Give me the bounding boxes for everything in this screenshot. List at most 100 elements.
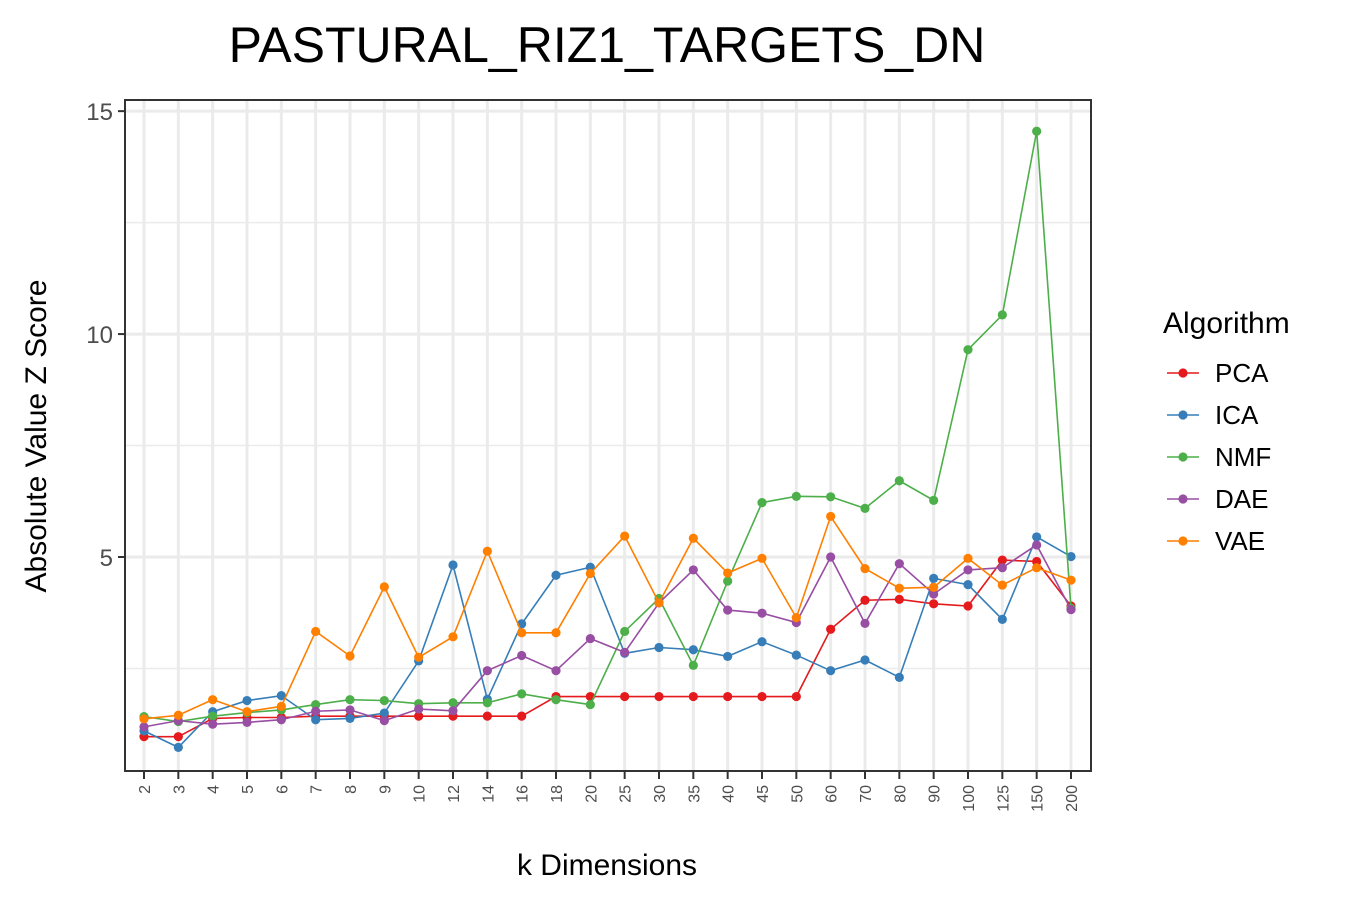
data-point xyxy=(894,559,904,569)
data-point xyxy=(242,717,252,728)
x-axis: 2 3 4 5 6 7 8 9 10 12 14 16 18 20 25 30 35 40 45 50 60 70 80 90… xyxy=(137,771,1081,812)
series-line xyxy=(143,131,1072,723)
data-point xyxy=(894,672,904,682)
data-point xyxy=(379,582,389,592)
data-point xyxy=(620,647,630,658)
data-point xyxy=(414,711,424,721)
data-point xyxy=(1066,605,1076,615)
series-vae xyxy=(139,511,1076,724)
plot-panel xyxy=(124,99,1092,772)
data-point xyxy=(757,637,767,647)
data-point xyxy=(620,531,630,541)
data-point xyxy=(929,589,939,599)
data-point xyxy=(826,666,836,676)
data-point xyxy=(654,642,664,653)
data-point xyxy=(963,345,973,355)
x-tick-label: 7 xyxy=(309,785,326,794)
data-point xyxy=(688,645,698,655)
data-point xyxy=(826,492,836,502)
data-point xyxy=(276,701,286,711)
x-tick-label: 9 xyxy=(377,785,394,794)
legend-key-point xyxy=(1178,452,1188,462)
data-point xyxy=(448,698,458,708)
legend-label: VAE xyxy=(1215,526,1265,556)
series-nmf xyxy=(139,126,1076,727)
data-point xyxy=(517,650,527,661)
x-tick-label: 3 xyxy=(171,785,188,794)
data-point xyxy=(894,476,904,486)
data-point xyxy=(860,563,870,574)
data-point xyxy=(1032,126,1042,136)
data-point xyxy=(585,699,595,710)
legend-item-nmf: NMF xyxy=(1167,442,1271,472)
x-tick-label: 4 xyxy=(206,785,223,794)
x-tick-label: 6 xyxy=(274,785,291,794)
data-point xyxy=(311,626,321,637)
data-point xyxy=(345,705,355,715)
y-tick-label: 5 xyxy=(100,545,113,572)
data-point xyxy=(688,565,698,575)
data-point xyxy=(894,594,904,604)
data-point xyxy=(826,624,836,634)
data-point xyxy=(929,573,939,583)
data-point xyxy=(929,495,939,505)
data-point xyxy=(139,714,149,724)
x-tick-label: 200 xyxy=(1064,785,1081,812)
data-point xyxy=(139,722,149,732)
data-point xyxy=(791,491,801,501)
data-point xyxy=(826,552,836,562)
data-point xyxy=(173,710,183,720)
legend-items: PCA ICA NMF DAE VAE xyxy=(1167,358,1271,556)
x-tick-label: 30 xyxy=(652,785,669,803)
data-point xyxy=(208,711,218,721)
data-point xyxy=(551,695,561,705)
data-point xyxy=(963,553,973,563)
data-point xyxy=(757,691,767,702)
data-point xyxy=(963,580,973,590)
x-tick-label: 150 xyxy=(1030,785,1047,812)
data-point xyxy=(860,595,870,605)
data-point xyxy=(620,691,630,702)
data-point xyxy=(963,565,973,575)
data-point xyxy=(379,708,389,718)
data-point xyxy=(757,608,767,618)
x-tick-label: 25 xyxy=(618,785,635,803)
y-tick-label: 10 xyxy=(86,322,113,349)
legend-key-point xyxy=(1178,368,1188,378)
data-point xyxy=(482,698,492,708)
data-point xyxy=(311,699,321,710)
data-point xyxy=(826,511,836,522)
data-point xyxy=(688,660,698,670)
legend-item-ica: ICA xyxy=(1167,400,1259,430)
data-point xyxy=(654,598,664,608)
data-point xyxy=(242,707,252,717)
legend-item-pca: PCA xyxy=(1167,358,1269,388)
data-point xyxy=(345,651,355,661)
data-point xyxy=(791,691,801,702)
x-tick-label: 45 xyxy=(755,785,772,803)
data-point xyxy=(723,651,733,662)
data-point xyxy=(894,583,904,593)
x-tick-label: 18 xyxy=(549,785,566,803)
x-tick-label: 10 xyxy=(412,785,429,803)
x-axis-title: k Dimensions xyxy=(517,849,697,882)
x-tick-label: 35 xyxy=(686,785,703,803)
x-tick-label: 50 xyxy=(789,785,806,803)
data-point xyxy=(311,706,321,716)
legend-label: DAE xyxy=(1215,484,1268,514)
data-point xyxy=(482,711,492,721)
series-line xyxy=(143,514,1072,720)
data-point xyxy=(757,553,767,563)
data-point xyxy=(688,691,698,702)
plot-grid xyxy=(125,100,1091,771)
data-point xyxy=(963,601,973,611)
data-point xyxy=(208,695,218,705)
data-point xyxy=(311,715,321,725)
data-point xyxy=(173,742,183,752)
legend-item-vae: VAE xyxy=(1167,526,1265,556)
legend-label: NMF xyxy=(1215,442,1271,472)
data-point xyxy=(517,628,527,638)
x-tick-label: 80 xyxy=(892,785,909,803)
data-point xyxy=(1032,532,1042,542)
chart-title: PASTURAL_RIZ1_TARGETS_DN xyxy=(229,17,986,73)
